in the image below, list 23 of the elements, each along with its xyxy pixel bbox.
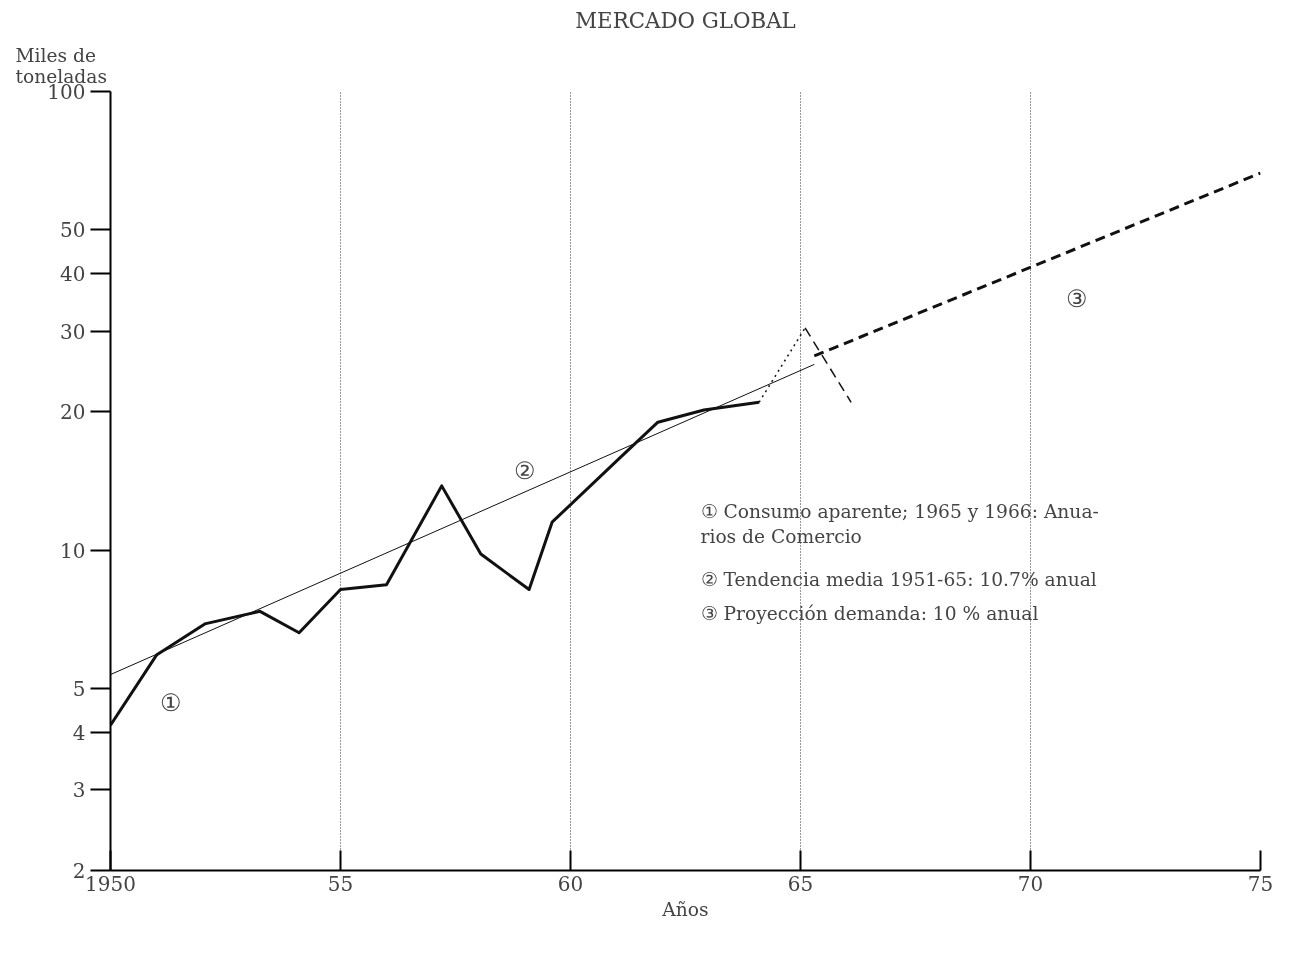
y-tick-label: 5 <box>72 676 86 701</box>
y-tick-label: 4 <box>72 720 86 745</box>
y-tick-label: 50 <box>60 218 86 243</box>
x-axis-title: Años <box>661 898 709 920</box>
annotation: ③ Proyección demanda: 10 % anual <box>700 602 1039 624</box>
x-tick-label: 55 <box>327 871 354 896</box>
chart-title: MERCADO GLOBAL <box>575 7 796 33</box>
x-tick-label: 60 <box>557 871 584 896</box>
y-tick-label: 30 <box>60 319 86 344</box>
x-tick-label: 65 <box>787 871 814 896</box>
y-tick-label: 20 <box>60 400 86 425</box>
y-tick-label: 3 <box>72 778 86 803</box>
annotation: ③ <box>1065 284 1088 313</box>
annotation: ① Consumo aparente; 1965 y 1966: Anua- rios de Comercio <box>700 500 1099 547</box>
x-tick-label: 75 <box>1247 871 1274 896</box>
y-tick-label: 2 <box>72 859 86 883</box>
y-tick-label: 40 <box>60 262 86 287</box>
y-tick-label: 10 <box>60 538 86 563</box>
x-tick-label: 1950 <box>85 871 136 896</box>
annotation: ② <box>513 456 536 485</box>
x-tick-label: 70 <box>1017 871 1044 896</box>
annotation: ① <box>159 688 182 717</box>
annotation: ② Tendencia media 1951-65: 10.7% anual <box>700 568 1097 590</box>
